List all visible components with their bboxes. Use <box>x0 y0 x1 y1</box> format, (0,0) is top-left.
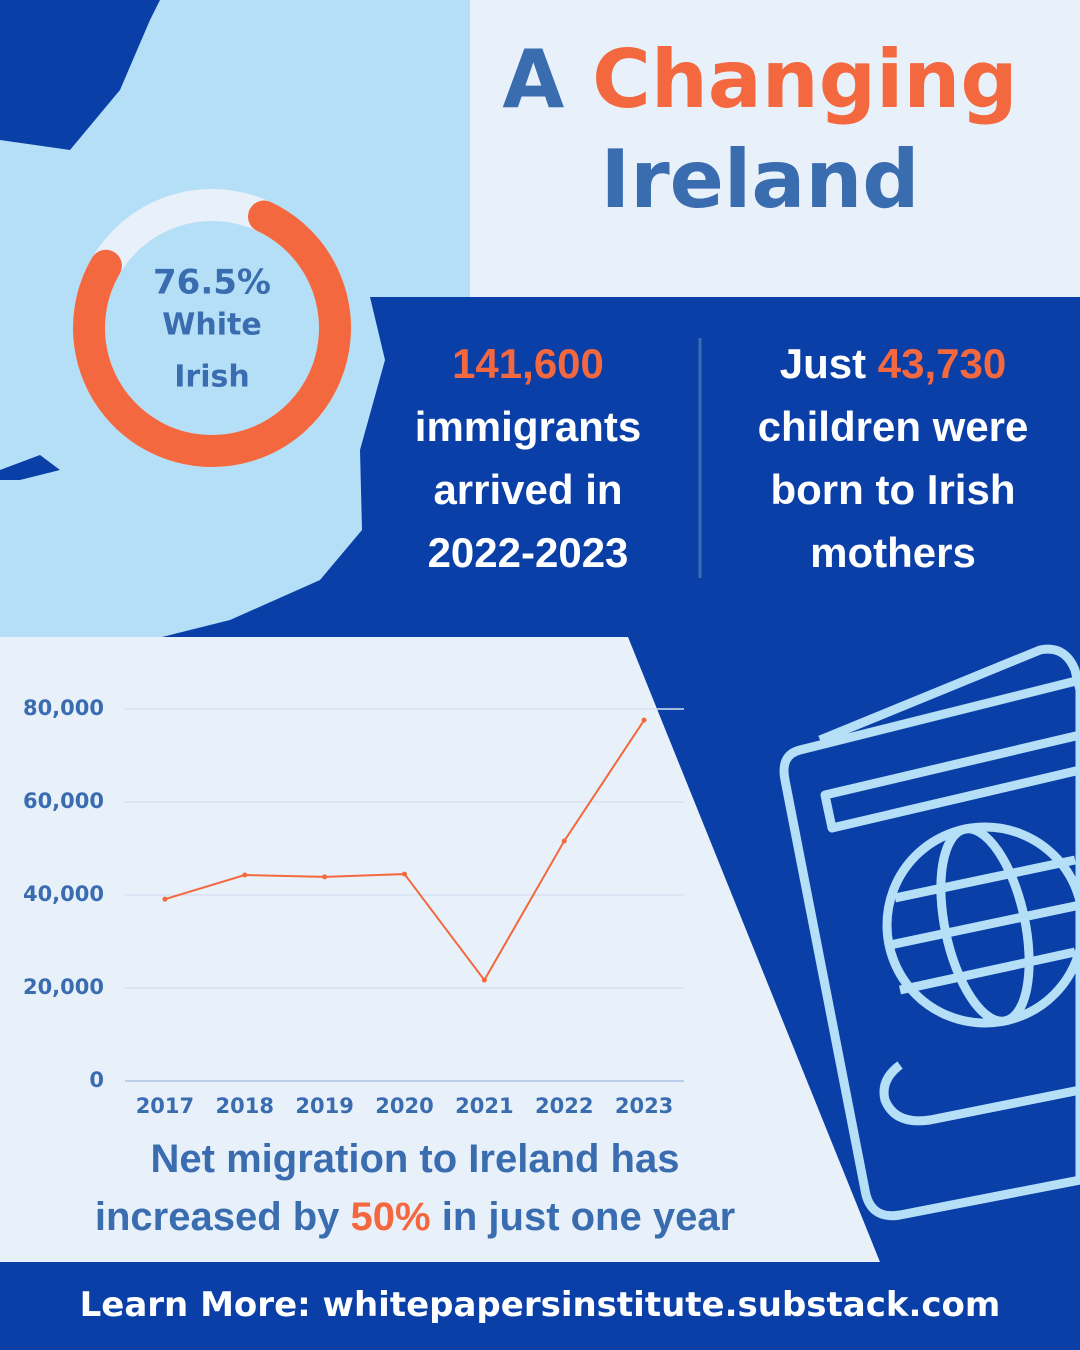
donut-arc <box>73 200 351 467</box>
stat-line: mothers <box>810 529 976 576</box>
stat-value: 43,730 <box>877 340 1007 387</box>
stat-line: arrived in <box>433 466 623 513</box>
title-part: A <box>502 33 565 126</box>
donut-value: 76.5% <box>153 263 271 303</box>
stat-line: 2022-2023 <box>427 529 629 576</box>
stat-line: children were <box>757 403 1029 450</box>
donut-label: Irish <box>174 360 249 395</box>
chart-panel <box>0 637 880 1262</box>
map-bay <box>0 455 60 480</box>
point <box>561 838 567 844</box>
stat-value: 141,600 <box>452 340 604 387</box>
point <box>641 717 647 723</box>
x-tick-label: 2023 <box>615 1094 673 1118</box>
title-part: Ireland <box>600 133 920 226</box>
caption: Net migration to Ireland has increased b… <box>0 1130 830 1246</box>
stat-prefix: Just <box>779 340 867 387</box>
x-tick-label: 2021 <box>455 1094 513 1118</box>
y-tick-label: 80,000 <box>23 696 104 720</box>
y-tick-label: 0 <box>89 1068 104 1092</box>
title-panel <box>370 0 1080 297</box>
y-tick-label: 20,000 <box>23 975 104 999</box>
caption-highlight: 50% <box>350 1195 431 1239</box>
passport-icon <box>779 644 1080 1221</box>
x-tick-label: 2018 <box>216 1094 274 1118</box>
stat-1: 141,600 immigrants arrived in 2022-2023 <box>348 332 708 584</box>
donut-label: White <box>162 308 261 343</box>
point <box>162 896 168 902</box>
stat-2: Just 43,730 children were born to Irish … <box>713 332 1073 584</box>
point <box>322 874 328 880</box>
stat-line: immigrants <box>414 403 642 450</box>
footer: Learn More: whitepapersinstitute.substac… <box>79 1285 1001 1325</box>
x-tick-label: 2019 <box>295 1094 353 1118</box>
title-part: Changing <box>592 33 1018 126</box>
title: A Changing Ireland <box>430 30 1080 230</box>
caption-line: Net migration to Ireland has <box>150 1137 680 1181</box>
stat-line: born to Irish <box>770 466 1016 513</box>
x-tick-label: 2022 <box>535 1094 593 1118</box>
y-tick-label: 60,000 <box>23 789 104 813</box>
y-tick-label: 40,000 <box>23 882 104 906</box>
x-tick-label: 2017 <box>136 1094 194 1118</box>
caption-part: in just one year <box>441 1195 736 1239</box>
point <box>242 872 248 878</box>
map <box>0 0 470 660</box>
point <box>481 977 487 983</box>
footer-bar <box>0 1262 1080 1350</box>
point <box>402 871 407 877</box>
x-tick-label: 2020 <box>375 1094 433 1118</box>
caption-part: increased by <box>94 1195 340 1239</box>
